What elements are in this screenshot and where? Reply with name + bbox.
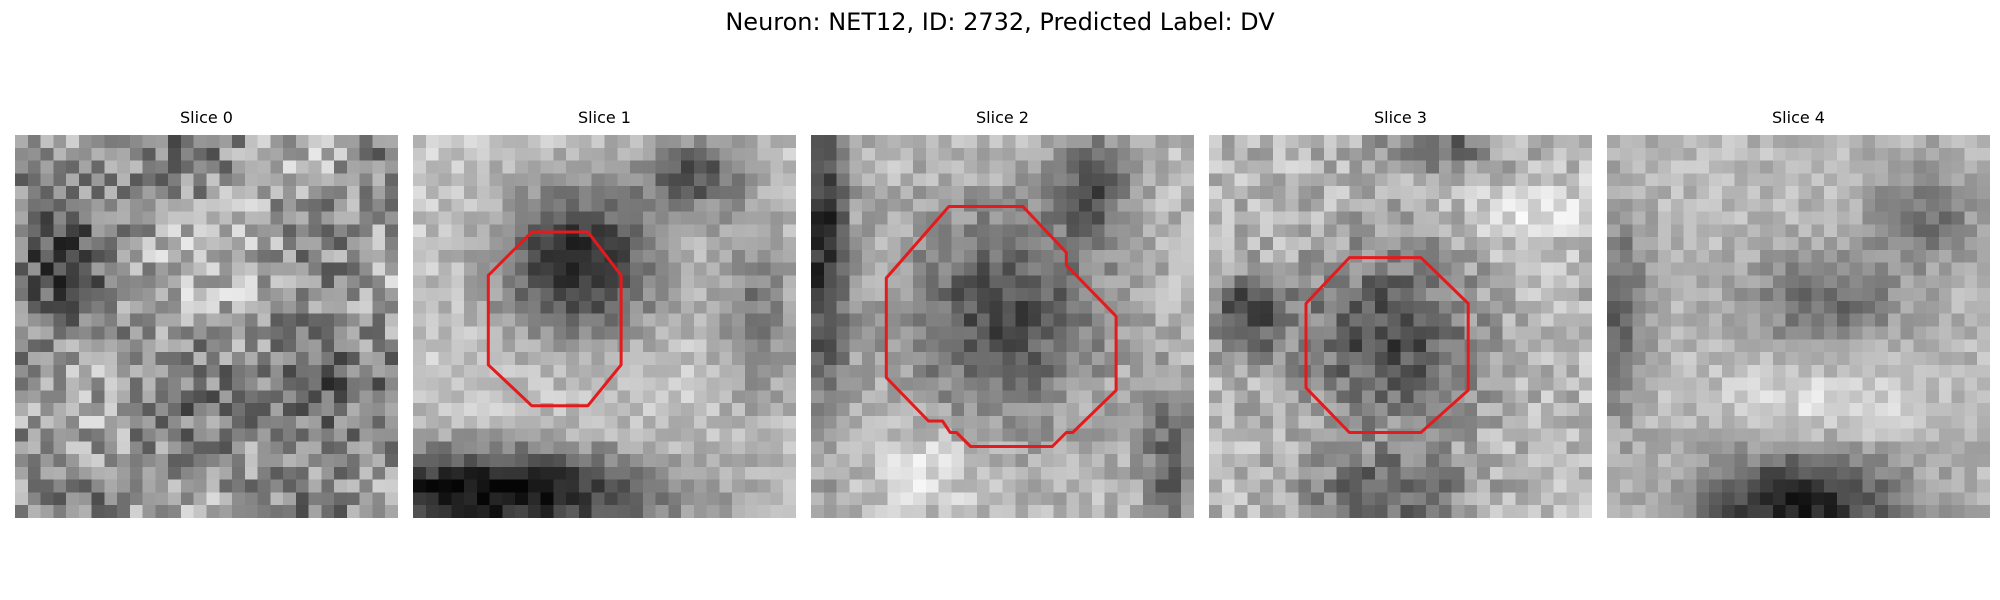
segmentation-contour (1304, 256, 1470, 434)
figure-title: Neuron: NET12, ID: 2732, Predicted Label… (725, 8, 1275, 36)
slice-title: Slice 0 (180, 108, 233, 127)
slice-image (413, 135, 796, 518)
slice-image (811, 135, 1194, 518)
segmentation-contour (884, 205, 1118, 448)
slice-title: Slice 3 (1374, 108, 1427, 127)
slice-panel-3: Slice 3 (1209, 108, 1592, 518)
slice-title: Slice 2 (976, 108, 1029, 127)
slice-panel-1: Slice 1 (413, 108, 796, 518)
slice-panel-0: Slice 0 (15, 108, 398, 518)
slice-image (15, 135, 398, 518)
slice-title: Slice 1 (578, 108, 631, 127)
slice-image (1607, 135, 1990, 518)
slice-panel-2: Slice 2 (811, 108, 1194, 518)
slice-panel-4: Slice 4 (1607, 108, 1990, 518)
segmentation-contour (486, 230, 623, 408)
slice-image (1209, 135, 1592, 518)
slice-title: Slice 4 (1772, 108, 1825, 127)
